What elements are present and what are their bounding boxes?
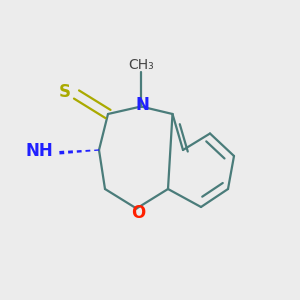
Text: CH₃: CH₃ (128, 58, 154, 72)
Text: S: S (59, 83, 71, 101)
Text: N: N (136, 96, 149, 114)
Text: O: O (131, 204, 145, 222)
Text: NH: NH (25, 142, 53, 160)
